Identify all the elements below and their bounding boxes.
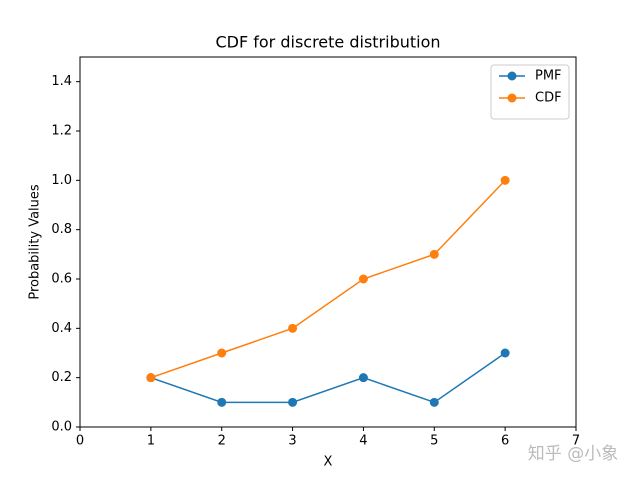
data-point <box>500 175 510 185</box>
legend-marker <box>507 93 517 103</box>
chart-title: CDF for discrete distribution <box>215 33 440 52</box>
x-tick-label: 5 <box>430 434 438 449</box>
series-line <box>150 352 506 404</box>
data-point <box>146 373 156 383</box>
y-tick-label: 1.2 <box>51 124 72 139</box>
data-point <box>217 348 227 358</box>
y-tick-label: 0.6 <box>51 272 72 287</box>
x-tick-label: 2 <box>218 434 226 449</box>
y-tick-label: 1.0 <box>51 173 72 188</box>
y-tick-label: 0.0 <box>51 420 72 435</box>
y-tick-label: 0.2 <box>51 370 72 385</box>
x-tick-label: 7 <box>572 434 580 449</box>
y-tick-label: 0.8 <box>51 222 72 237</box>
data-point <box>429 397 439 407</box>
data-point <box>429 249 439 259</box>
x-axis-label: X <box>324 455 333 470</box>
legend-label: PMF <box>535 69 562 84</box>
data-point <box>500 348 510 358</box>
data-point <box>358 274 368 284</box>
data-point <box>217 397 227 407</box>
x-tick-label: 3 <box>288 434 296 449</box>
y-axis-label: Probability Values <box>28 184 43 300</box>
data-point <box>288 397 298 407</box>
watermark: 知乎 @小象 <box>528 444 618 464</box>
x-tick-label: 0 <box>76 434 84 449</box>
series-line <box>150 179 506 379</box>
legend-marker <box>507 71 517 81</box>
x-tick-label: 4 <box>359 434 367 449</box>
legend-label: CDF <box>535 91 562 106</box>
y-tick-label: 0.4 <box>51 321 72 336</box>
data-point <box>358 373 368 383</box>
x-tick-label: 1 <box>147 434 155 449</box>
y-tick-label: 1.4 <box>51 74 72 89</box>
plot-frame <box>79 56 577 428</box>
x-tick-label: 6 <box>501 434 509 449</box>
data-point <box>288 323 298 333</box>
